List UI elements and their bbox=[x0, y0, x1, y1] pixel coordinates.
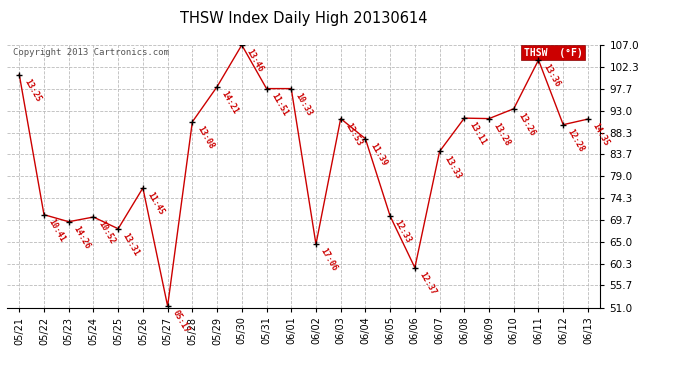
Text: 10:52: 10:52 bbox=[96, 220, 117, 246]
Text: Copyright 2013 Cartronics.com: Copyright 2013 Cartronics.com bbox=[13, 48, 169, 57]
Text: 13:26: 13:26 bbox=[517, 111, 537, 138]
Text: 13:36: 13:36 bbox=[541, 63, 562, 89]
Text: 13:11: 13:11 bbox=[467, 121, 487, 147]
Text: 13:31: 13:31 bbox=[121, 231, 141, 258]
Text: 05:17: 05:17 bbox=[170, 309, 190, 335]
Text: 13:53: 13:53 bbox=[344, 122, 364, 147]
Text: 14:26: 14:26 bbox=[72, 225, 92, 251]
Text: 13:08: 13:08 bbox=[195, 124, 215, 151]
Text: 11:39: 11:39 bbox=[368, 141, 388, 168]
Text: 11:45: 11:45 bbox=[146, 191, 166, 217]
Text: 10:41: 10:41 bbox=[47, 217, 67, 244]
Text: 17:06: 17:06 bbox=[319, 247, 339, 273]
Text: 13:25: 13:25 bbox=[22, 77, 42, 104]
Text: 12:37: 12:37 bbox=[417, 270, 438, 297]
Text: 10:33: 10:33 bbox=[294, 92, 315, 117]
Text: 12:28: 12:28 bbox=[566, 128, 586, 154]
Text: 14:35: 14:35 bbox=[591, 122, 611, 148]
Text: 13:33: 13:33 bbox=[442, 154, 463, 180]
Text: 11:51: 11:51 bbox=[269, 92, 290, 117]
Text: THSW  (°F): THSW (°F) bbox=[524, 48, 582, 58]
Text: 13:46: 13:46 bbox=[244, 48, 265, 74]
Text: 13:28: 13:28 bbox=[492, 122, 512, 147]
Text: 12:33: 12:33 bbox=[393, 219, 413, 245]
Text: 14:21: 14:21 bbox=[220, 90, 240, 116]
Text: THSW Index Daily High 20130614: THSW Index Daily High 20130614 bbox=[180, 11, 427, 26]
